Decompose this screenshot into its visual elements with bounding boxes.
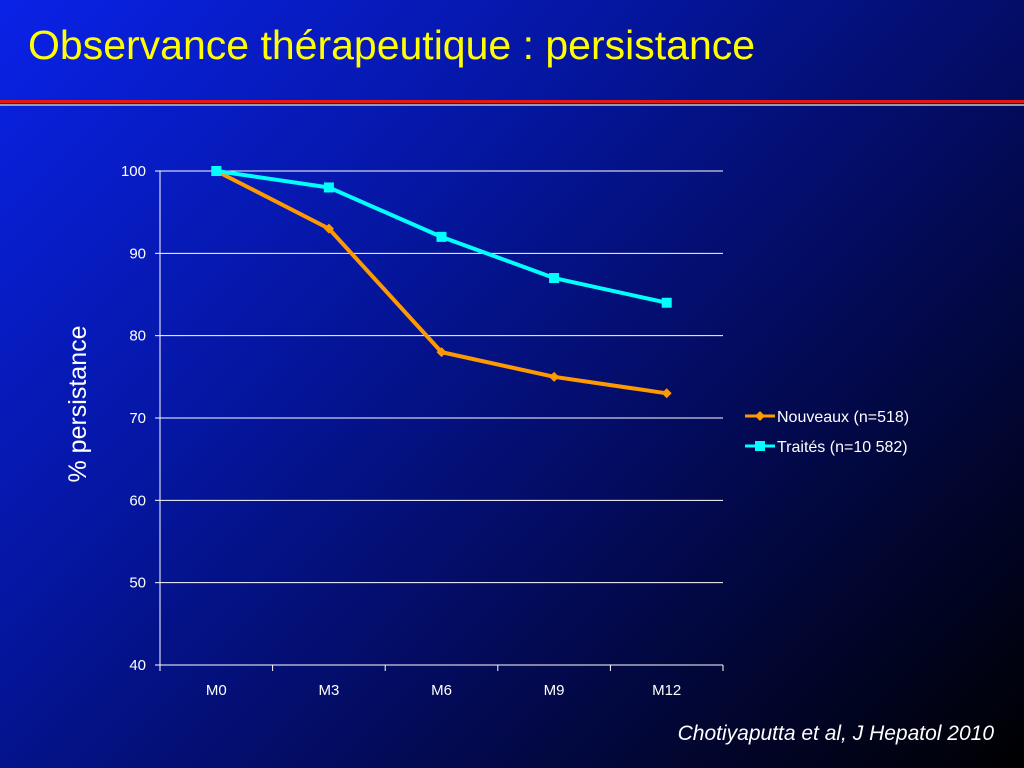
y-tick-label: 60 <box>129 492 146 509</box>
y-tick-label: 40 <box>129 657 146 674</box>
data-point-1 <box>436 347 447 358</box>
x-tick-label: M0 <box>206 682 227 699</box>
title-divider <box>0 100 1024 103</box>
series-line-1 <box>215 169 667 396</box>
legend-marker-1 <box>755 411 765 421</box>
data-point-2 <box>211 166 222 176</box>
data-point-2 <box>661 297 672 308</box>
x-tick-label: M9 <box>544 682 565 699</box>
legend-label-2: Traités (n=10 582) <box>777 439 908 456</box>
x-tick-label: M6 <box>431 682 452 699</box>
x-tick-label: M12 <box>652 682 681 699</box>
y-tick-label: 100 <box>121 163 146 180</box>
y-tick-label: 50 <box>129 575 146 592</box>
y-axis-label: % persistance <box>64 325 92 482</box>
x-tick-label: M3 <box>318 682 339 699</box>
title-divider-shadow <box>0 104 1024 106</box>
data-point-1 <box>661 388 672 399</box>
y-tick-label: 90 <box>129 245 146 262</box>
data-point-2 <box>436 231 447 242</box>
data-point-2 <box>549 273 560 284</box>
y-tick-label: 70 <box>129 410 146 427</box>
legend-marker-2 <box>755 441 765 451</box>
legend-label-1: Nouveaux (n=518) <box>777 409 909 426</box>
y-tick-label: 80 <box>129 328 146 345</box>
slide-title: Observance thérapeutique : persistance <box>28 22 756 68</box>
data-point-2 <box>323 182 334 193</box>
citation: Chotiyaputta et al, J Hepatol 2010 <box>677 722 994 745</box>
data-point-1 <box>549 371 560 382</box>
data-point-1 <box>323 223 334 234</box>
